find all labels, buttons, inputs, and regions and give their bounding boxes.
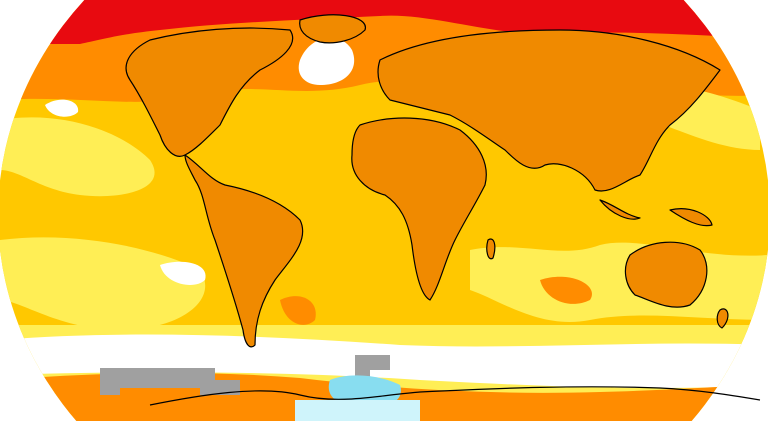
antarctic-coast bbox=[149, 386, 761, 406]
island bbox=[486, 238, 496, 260]
continent bbox=[125, 27, 294, 157]
continent bbox=[377, 29, 721, 192]
island bbox=[599, 199, 641, 220]
anomaly-patch-white bbox=[45, 99, 79, 117]
anomaly-patch-white bbox=[160, 261, 206, 285]
anomaly-patch-white bbox=[298, 37, 355, 85]
anomaly-patch-light bbox=[0, 117, 155, 197]
anomaly-patch-light bbox=[0, 237, 206, 330]
anomaly-patch-orange bbox=[540, 276, 592, 304]
anomaly-patch-cool bbox=[295, 400, 420, 421]
continent bbox=[351, 117, 487, 301]
continent bbox=[184, 154, 304, 348]
anomaly-patch-orange bbox=[280, 296, 316, 325]
island bbox=[669, 208, 713, 227]
coastlines bbox=[125, 14, 761, 406]
island bbox=[716, 308, 729, 329]
continent bbox=[624, 241, 708, 308]
continent bbox=[299, 14, 366, 44]
no-data-region bbox=[100, 368, 240, 395]
no-data-region bbox=[355, 355, 390, 378]
